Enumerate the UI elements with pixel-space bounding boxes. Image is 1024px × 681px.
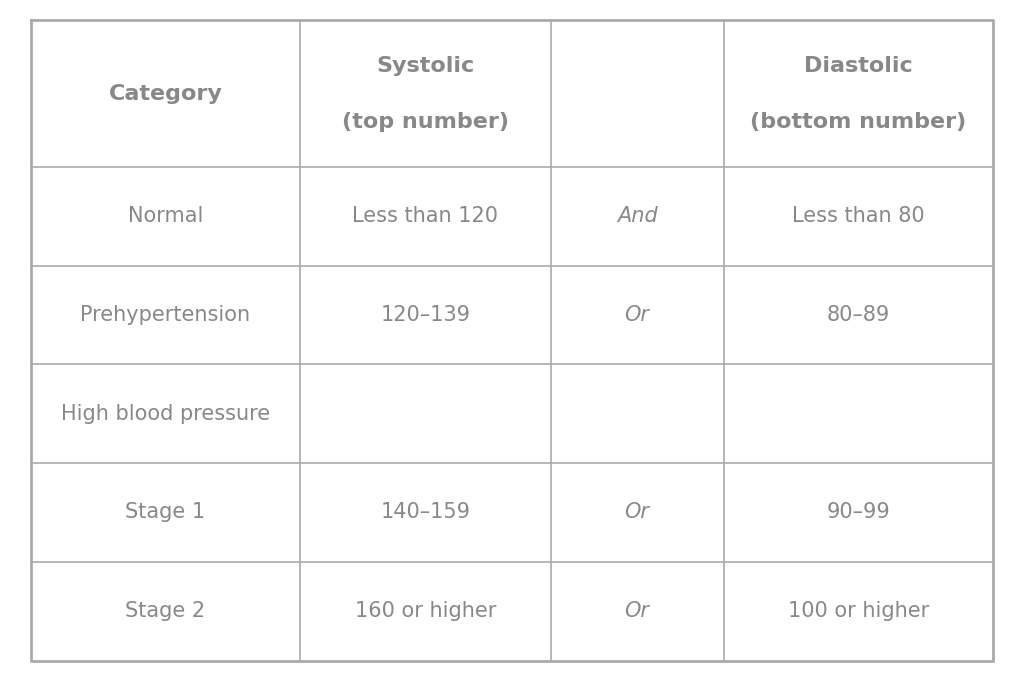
Text: Less than 80: Less than 80 (793, 206, 925, 226)
Text: Category: Category (109, 84, 222, 104)
Text: High blood pressure: High blood pressure (60, 404, 270, 424)
Text: And: And (616, 206, 657, 226)
Text: 80–89: 80–89 (827, 305, 890, 325)
Text: Or: Or (625, 601, 649, 621)
Text: Normal: Normal (128, 206, 203, 226)
Text: Systolic

(top number): Systolic (top number) (342, 56, 509, 131)
Text: Diastolic

(bottom number): Diastolic (bottom number) (751, 56, 967, 131)
Text: 140–159: 140–159 (380, 503, 470, 522)
Text: Prehypertension: Prehypertension (81, 305, 251, 325)
Text: 100 or higher: 100 or higher (787, 601, 929, 621)
Text: Or: Or (625, 305, 649, 325)
Text: 120–139: 120–139 (380, 305, 470, 325)
Text: Stage 1: Stage 1 (125, 503, 206, 522)
Text: Less than 120: Less than 120 (352, 206, 499, 226)
Text: Stage 2: Stage 2 (125, 601, 206, 621)
Text: 160 or higher: 160 or higher (354, 601, 496, 621)
Text: Or: Or (625, 503, 649, 522)
Text: 90–99: 90–99 (826, 503, 891, 522)
